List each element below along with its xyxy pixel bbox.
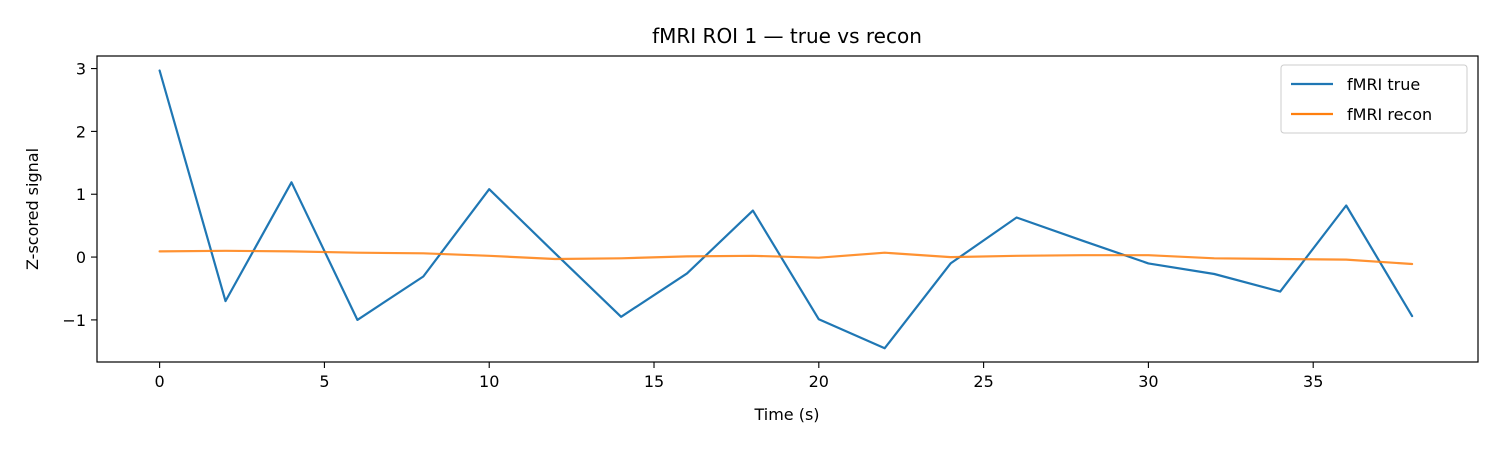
y-axis-label: Z-scored signal (23, 148, 42, 270)
x-tick-label: 10 (479, 372, 499, 391)
y-tick-label: 3 (76, 60, 86, 79)
x-tick-label: 15 (644, 372, 664, 391)
x-tick-label: 25 (973, 372, 993, 391)
legend-box (1280, 64, 1468, 134)
series-line-fmri-true (158, 69, 1414, 350)
y-tick-label: 1 (76, 185, 86, 204)
legend-label-fmri-recon: fMRI recon (1347, 105, 1432, 124)
legend: fMRI true fMRI recon (1280, 64, 1468, 134)
y-tick-label: −1 (62, 311, 86, 330)
x-axis-label: Time (s) (753, 405, 819, 424)
x-tick-label: 35 (1303, 372, 1323, 391)
chart-title: fMRI ROI 1 — true vs recon (652, 24, 922, 48)
legend-label-fmri-true: fMRI true (1347, 75, 1420, 94)
x-tick-label: 5 (319, 372, 329, 391)
y-tick-label: 2 (76, 122, 86, 141)
plot-frame (96, 55, 1479, 363)
y-tick-label: 0 (76, 248, 86, 267)
series-line-fmri-recon (158, 249, 1414, 266)
x-tick-label: 20 (809, 372, 829, 391)
x-tick-label: 30 (1138, 372, 1158, 391)
x-tick-label: 0 (155, 372, 165, 391)
